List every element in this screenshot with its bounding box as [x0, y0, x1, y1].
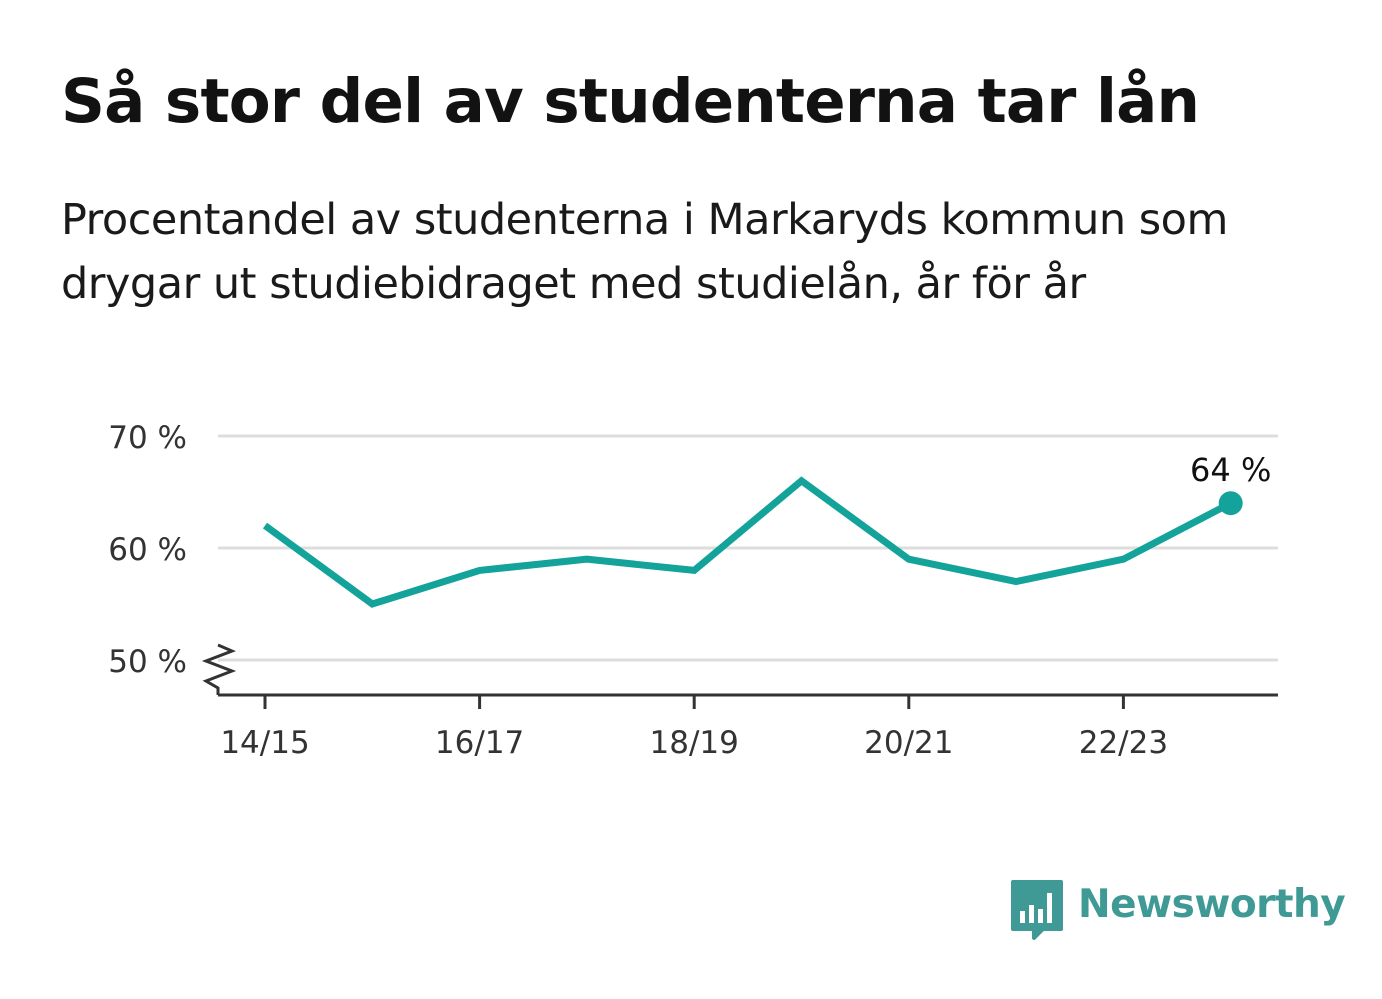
y-tick-label: 50 % [108, 644, 187, 680]
axis-break-marker [201, 643, 237, 695]
x-tick-label: 20/21 [864, 725, 953, 761]
data-point [1013, 578, 1020, 585]
chart-subtitle: Procentandel av studenterna i Markaryds … [61, 195, 1228, 309]
data-point [262, 522, 269, 529]
series-line [262, 476, 1233, 608]
data-point [1120, 556, 1127, 563]
y-tick-label: 60 % [108, 532, 187, 568]
data-point [369, 601, 376, 608]
end-value-label: 64 % [1190, 451, 1271, 489]
x-tick-label: 22/23 [1079, 725, 1168, 761]
x-tick-label: 18/19 [650, 725, 739, 761]
data-point [905, 556, 912, 563]
x-tick-label: 14/15 [220, 725, 309, 761]
y-tick-label: 70 % [108, 420, 187, 456]
data-point [476, 567, 483, 574]
x-tick-label: 16/17 [435, 725, 524, 761]
data-point [798, 477, 805, 484]
data-point [691, 567, 698, 574]
newsworthy-logo: Newsworthy [1010, 878, 1346, 942]
chart-title: Så stor del av studenterna tar lån [61, 66, 1200, 137]
newsworthy-logo-icon [1011, 880, 1063, 940]
end-point-marker [1218, 491, 1243, 516]
brand-name: Newsworthy [1078, 881, 1346, 927]
data-point [583, 556, 590, 563]
